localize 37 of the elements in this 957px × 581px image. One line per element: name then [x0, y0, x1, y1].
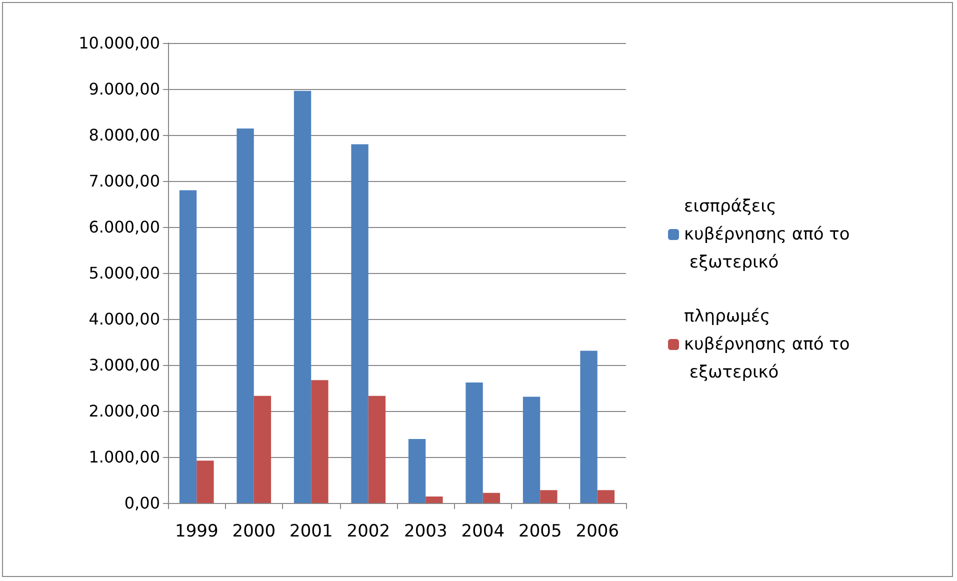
- y-tick-label: 10.000,00: [78, 34, 160, 52]
- y-tick-label: 0,00: [124, 494, 160, 512]
- y-tick-label: 9.000,00: [88, 80, 160, 98]
- x-tick-label: 2003: [404, 522, 448, 542]
- bar: [294, 90, 312, 503]
- y-tick-label: 8.000,00: [88, 126, 160, 144]
- x-tick-label: 2004: [461, 522, 505, 542]
- bar: [522, 396, 540, 503]
- y-tick-label: 4.000,00: [88, 310, 160, 328]
- bar: [580, 350, 598, 503]
- x-tick-label: 1999: [174, 522, 218, 542]
- bar: [179, 190, 197, 503]
- bar: [540, 490, 558, 503]
- bar: [426, 496, 443, 503]
- bar: [482, 492, 500, 503]
- bar: [368, 396, 386, 503]
- y-tick-label: 7.000,00: [88, 172, 160, 190]
- bar: [311, 380, 328, 503]
- bar: [196, 460, 214, 503]
- y-tick-label: 5.000,00: [88, 264, 160, 282]
- bar: [597, 490, 615, 503]
- x-tick-label: 2001: [289, 522, 333, 542]
- bar: [351, 144, 368, 503]
- bar: [408, 439, 426, 503]
- x-tick-label: 2006: [576, 522, 620, 542]
- x-tick-label: 2005: [518, 522, 562, 542]
- y-tick-label: 6.000,00: [88, 218, 160, 236]
- legend-label: πληρωμές κυβέρνησης από το εξωτερικό: [684, 306, 850, 382]
- bar: [466, 382, 483, 503]
- legend-label: εισπράξεις κυβέρνησης από το εξωτερικό: [684, 196, 850, 272]
- y-tick-label: 1.000,00: [88, 448, 160, 466]
- x-tick-label: 2000: [232, 522, 276, 542]
- x-tick-label: 2002: [346, 522, 390, 542]
- bar: [254, 396, 272, 503]
- bar: [236, 128, 254, 503]
- y-tick-label: 3.000,00: [88, 356, 160, 374]
- y-tick-label: 2.000,00: [88, 402, 160, 420]
